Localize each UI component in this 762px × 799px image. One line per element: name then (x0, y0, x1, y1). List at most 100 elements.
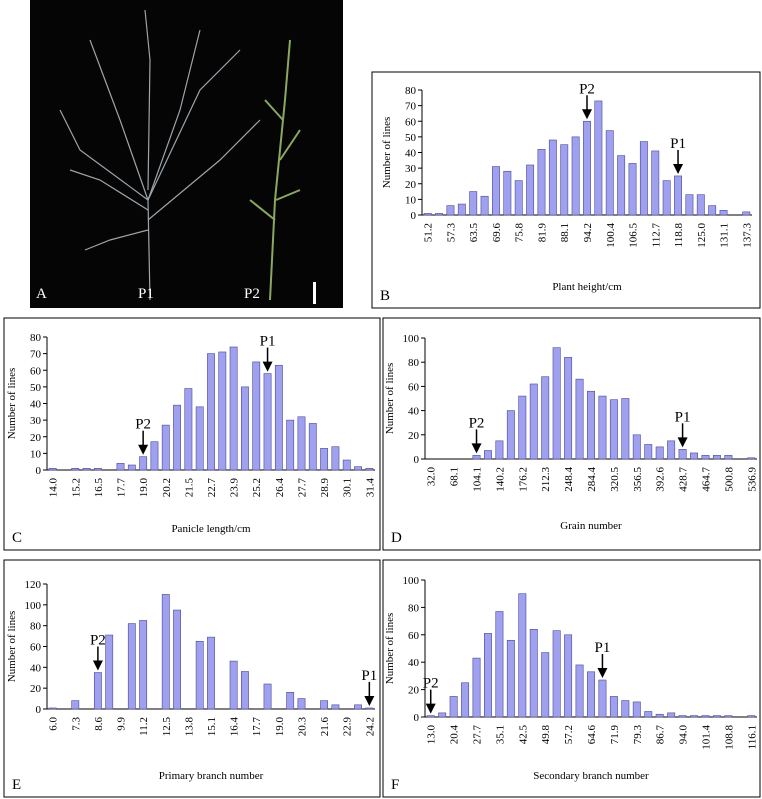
panel-frame (382, 317, 761, 551)
x-tick-label: 57.3 (445, 223, 457, 243)
arrow-head (92, 660, 103, 671)
y-tick-label: 20 (408, 685, 420, 697)
annotation: P1 (675, 409, 691, 425)
x-axis-label: Plant height/cm (552, 281, 622, 293)
bar (690, 452, 698, 460)
y-tick-label: 80 (30, 332, 42, 344)
annotation: P2 (135, 417, 151, 433)
panel-letter: A (36, 286, 47, 302)
x-tick-label: 25.2 (251, 478, 263, 497)
bar (560, 144, 569, 216)
y-tick-label: 100 (403, 575, 420, 587)
x-tick-label: 106.5 (628, 223, 640, 248)
bar (526, 164, 535, 216)
x-tick-label: 248.4 (563, 467, 575, 492)
x-tick-label: 7.3 (70, 717, 82, 731)
bar (469, 191, 478, 216)
annotation: P1 (361, 668, 377, 684)
arrow-head (471, 443, 482, 454)
bar (724, 455, 733, 460)
chart-panel: F 0 20 40 60 80 100 13.0 20.4 27.7 35.1 42.5 49.8 57.… (382, 559, 761, 798)
bar (320, 448, 329, 471)
x-tick-label: 356.5 (632, 467, 644, 492)
panel-letter: C (12, 530, 22, 546)
x-tick-label: 140.2 (494, 467, 506, 492)
x-tick-label: 19.0 (274, 717, 286, 737)
x-tick-label: 94.2 (582, 223, 594, 242)
x-tick-label: 112.7 (650, 223, 662, 248)
y-tick-label: 0 (36, 465, 42, 477)
panel-frame (371, 71, 761, 309)
x-tick-label: 81.9 (536, 223, 548, 243)
bar (639, 141, 648, 216)
bar (678, 449, 687, 460)
x-tick-label: 116.1 (746, 725, 758, 749)
chart-panel: E 0 20 40 60 80 100 120 6.0 7.3 8.6 9.9 11.2 12.5 13.8… (3, 559, 381, 798)
x-tick-label: 27.7 (296, 478, 308, 498)
x-tick-label: 392.6 (655, 467, 667, 492)
bar (529, 383, 538, 460)
bar (207, 353, 215, 471)
x-tick-label: 17.7 (116, 478, 128, 498)
arrow-head (597, 668, 608, 679)
bar (747, 715, 756, 718)
bar (241, 386, 249, 471)
bar (609, 696, 618, 718)
panel-letter: F (391, 777, 399, 793)
x-axis-label: Primary branch number (159, 770, 264, 782)
chart-panel: C 0 10 20 30 40 50 60 70 80 14.0 15.2 16.5 17.7 19.0 20… (3, 317, 381, 551)
panel-letter: B (380, 288, 390, 304)
x-tick-label: 284.4 (586, 467, 598, 492)
bar (449, 696, 458, 718)
bar (161, 594, 170, 710)
x-tick-label: 9.9 (116, 717, 128, 731)
bar (719, 210, 728, 216)
bar (506, 639, 515, 718)
bar (195, 640, 204, 710)
bar (82, 468, 91, 471)
y-axis-label: Number of lines (381, 117, 393, 188)
y-axis-label: Number of lines (6, 368, 18, 439)
x-tick-label: 17.7 (251, 717, 263, 737)
bar (308, 423, 317, 471)
y-tick-label: 20 (30, 683, 42, 695)
bar (609, 399, 618, 460)
arrow-head (364, 695, 375, 706)
x-tick-label: 63.5 (468, 223, 480, 243)
x-tick-label: 68.1 (449, 467, 461, 486)
bar (263, 683, 272, 710)
bar (701, 455, 710, 460)
y-tick-label: 100 (403, 333, 420, 345)
y-tick-label: 40 (30, 399, 42, 411)
y-tick-label: 80 (408, 357, 420, 369)
y-tick-label: 80 (408, 602, 420, 614)
x-tick-label: 57.2 (563, 725, 575, 744)
bar (621, 398, 630, 460)
bar (564, 357, 573, 460)
plant-p2 (249, 39, 301, 301)
y-tick-label: 40 (405, 148, 417, 160)
plant-p1 (59, 9, 261, 301)
bar (605, 130, 614, 216)
y-tick-label: 60 (30, 642, 42, 654)
bar (655, 446, 664, 460)
bar (712, 455, 721, 460)
x-tick-label: 79.3 (632, 725, 644, 745)
bar (139, 456, 148, 471)
bar (552, 347, 561, 460)
bar (286, 692, 295, 710)
bar (472, 455, 481, 460)
bar (724, 715, 733, 718)
annotation: P2 (469, 415, 485, 431)
y-tick-label: 0 (414, 712, 420, 724)
bar (575, 378, 584, 460)
bar (552, 630, 561, 718)
arrow-head (138, 444, 149, 455)
x-tick-label: 88.1 (559, 223, 571, 242)
x-tick-label: 26.4 (274, 478, 286, 498)
panel-frame (3, 317, 381, 551)
x-tick-label: 464.7 (700, 467, 712, 492)
y-tick-label: 60 (405, 116, 417, 128)
x-tick-label: 15.2 (70, 478, 82, 497)
bar (541, 376, 550, 460)
